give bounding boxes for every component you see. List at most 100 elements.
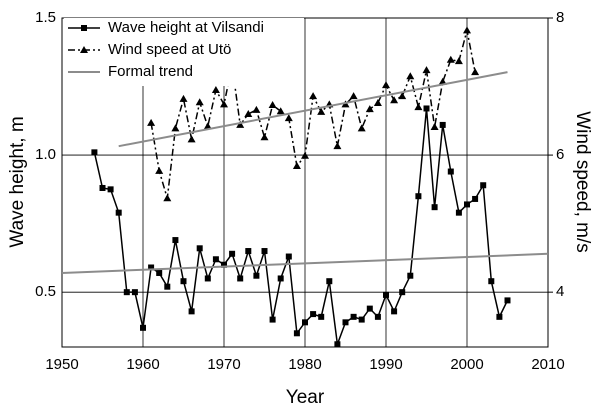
plot-frame — [61, 17, 549, 348]
marker — [285, 253, 292, 260]
y2-tick-label: 8 — [556, 9, 564, 26]
marker — [488, 278, 495, 285]
marker — [333, 142, 342, 150]
marker — [302, 319, 308, 326]
marker — [309, 92, 318, 100]
x-tick-label: 1950 — [45, 356, 78, 373]
marker — [406, 72, 415, 80]
marker — [253, 272, 260, 279]
marker — [496, 313, 503, 320]
marker — [342, 319, 349, 326]
marker — [221, 261, 227, 268]
y-tick-label: 1.0 — [35, 146, 56, 163]
marker — [293, 330, 300, 337]
marker — [229, 250, 236, 257]
marker — [318, 313, 325, 320]
x-tick-label: 1970 — [207, 356, 240, 373]
marker — [350, 313, 357, 320]
marker — [471, 68, 480, 76]
marker — [349, 92, 358, 100]
marker — [358, 316, 365, 323]
marker — [438, 77, 447, 85]
legend-label: Formal trend — [108, 63, 193, 80]
marker — [220, 100, 228, 108]
marker — [188, 308, 195, 315]
marker — [196, 245, 203, 252]
x-tick-label: 1980 — [288, 356, 321, 373]
marker — [423, 105, 430, 112]
marker — [415, 193, 422, 200]
marker — [357, 124, 366, 132]
marker — [472, 195, 479, 202]
legend-label: Wave height at Vilsandi — [108, 19, 264, 36]
marker — [310, 311, 317, 318]
y-tick-label: 0.5 — [35, 283, 56, 300]
legend-box — [64, 18, 304, 86]
marker — [99, 184, 106, 191]
marker — [115, 209, 122, 216]
marker — [155, 166, 164, 174]
marker — [212, 256, 219, 263]
x-tick-label: 1960 — [126, 356, 159, 373]
marker — [446, 55, 455, 63]
data-line — [93, 108, 509, 345]
legend-label: Wind speed at Utö — [108, 41, 231, 58]
marker — [268, 101, 277, 109]
marker — [373, 98, 382, 106]
marker — [269, 316, 276, 323]
marker — [236, 120, 245, 128]
data-line — [118, 71, 508, 148]
marker — [390, 96, 399, 104]
marker — [326, 278, 333, 285]
marker — [455, 209, 462, 216]
marker — [334, 341, 341, 348]
marker — [123, 289, 130, 296]
marker — [163, 194, 172, 202]
marker — [261, 248, 268, 255]
x-tick-label: 1990 — [369, 356, 402, 373]
marker — [301, 151, 309, 159]
marker — [374, 313, 381, 320]
y-axis-label: Wave height, m — [7, 116, 28, 247]
marker — [422, 66, 431, 74]
marker — [260, 133, 269, 141]
marker — [131, 289, 138, 296]
marker — [244, 109, 253, 117]
marker — [464, 201, 470, 208]
marker — [391, 308, 398, 315]
marker — [399, 289, 406, 296]
x-axis-label: Year — [286, 387, 325, 408]
marker — [439, 121, 446, 128]
marker — [203, 122, 212, 130]
marker — [147, 118, 156, 126]
y-tick-label: 1.5 — [35, 9, 56, 26]
marker — [431, 204, 438, 211]
marker — [237, 275, 244, 282]
marker — [140, 324, 146, 331]
marker — [195, 98, 204, 106]
x-tick-label: 2000 — [450, 356, 483, 373]
marker — [407, 272, 414, 279]
marker — [179, 94, 188, 102]
marker — [382, 81, 390, 89]
marker — [211, 85, 220, 93]
data-line — [61, 252, 549, 274]
marker — [414, 103, 423, 111]
marker — [91, 149, 98, 156]
marker — [80, 46, 88, 53]
marker — [148, 264, 155, 271]
marker — [81, 25, 87, 31]
marker — [292, 162, 301, 170]
y2-tick-label: 6 — [556, 146, 564, 163]
marker — [180, 278, 187, 285]
marker — [365, 105, 374, 113]
marker — [107, 186, 114, 193]
marker — [245, 248, 252, 255]
marker — [398, 92, 407, 100]
y2-axis-label: Wind speed, m/s — [572, 111, 591, 253]
marker — [504, 297, 511, 304]
marker — [164, 283, 171, 290]
marker — [276, 107, 285, 115]
y2-tick-label: 4 — [556, 283, 564, 300]
